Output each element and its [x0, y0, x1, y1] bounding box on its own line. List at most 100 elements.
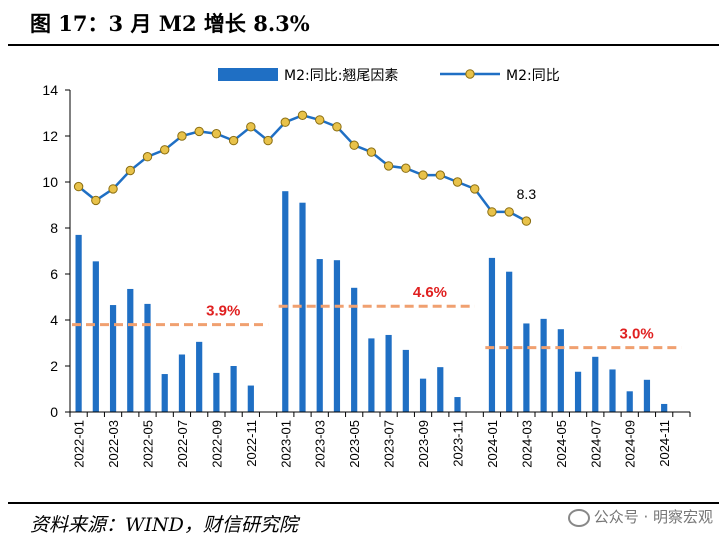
legend-bar-swatch: [218, 68, 278, 81]
line-point: [504, 207, 514, 217]
line-point: [452, 177, 463, 187]
line-point: [160, 145, 170, 155]
bar: [351, 287, 358, 412]
x-tick-label: 2023-09: [416, 420, 431, 468]
x-tick-label: 2024-03: [519, 420, 534, 468]
x-tick-label: 2022-03: [106, 420, 121, 468]
x-tick-label: 2022-01: [72, 420, 87, 468]
y-axis: 0 2 4 6 8 10 12 14: [42, 82, 71, 420]
watermark: 公众号 · 明察宏观: [567, 506, 713, 527]
bar: [299, 202, 306, 412]
y-tick-label: 10: [42, 174, 58, 190]
x-tick-label: 2024-07: [588, 420, 603, 468]
x-tick-label: 2023-07: [382, 420, 397, 468]
x-tick-label: 2024-11: [657, 420, 672, 467]
bar: [282, 191, 289, 412]
line-point: [383, 161, 394, 171]
x-tick-label: 2023-01: [278, 420, 293, 468]
bar: [161, 374, 168, 412]
line-end-label: 8.3: [517, 186, 537, 202]
bar: [557, 329, 564, 412]
bar: [196, 341, 203, 412]
bar: [506, 271, 513, 412]
x-axis: 2022-01 2022-03 2022-05 2022-07 2022-09 2022-…: [69, 411, 691, 468]
y-tick-label: 12: [42, 128, 58, 144]
x-tick-label: 2022-11: [244, 420, 259, 467]
bar: [523, 323, 530, 412]
y-tick-label: 4: [50, 312, 58, 328]
y-tick-label: 14: [42, 82, 58, 98]
bar: [92, 261, 99, 412]
title-rule: [8, 44, 719, 46]
bar: [127, 288, 134, 412]
chart-legend: M2:同比:翘尾因素 M2:同比: [218, 68, 560, 84]
bar-series: [75, 191, 668, 412]
bar: [316, 259, 323, 412]
x-tick-label: 2023-03: [313, 420, 328, 468]
y-tick-label: 2: [50, 358, 58, 374]
bar: [402, 349, 409, 412]
line-point: [418, 170, 428, 180]
bar: [213, 372, 220, 412]
line-point: [280, 117, 290, 127]
bar: [247, 385, 254, 412]
line-point: [435, 170, 445, 180]
watermark-text: 公众号 · 明察宏观: [593, 508, 713, 526]
bar: [609, 369, 616, 412]
bar: [540, 318, 547, 412]
line-point: [91, 195, 101, 206]
line-point: [125, 165, 135, 176]
legend-line-marker: [465, 69, 475, 79]
reference-label: 3.0%: [620, 326, 654, 343]
legend-bar-label: M2:同比:翘尾因素: [284, 68, 398, 84]
x-tick-label: 2022-09: [209, 420, 224, 468]
reference-label: 4.6%: [413, 284, 447, 301]
x-tick-label: 2022-05: [141, 420, 156, 468]
bar: [333, 260, 341, 412]
line-point: [246, 122, 256, 132]
x-tick-label: 2024-01: [485, 420, 500, 468]
chat-icon: [567, 508, 590, 527]
x-tick-label: 2022-07: [175, 420, 190, 468]
bar: [626, 391, 633, 412]
chart: M2:同比:翘尾因素 M2:同比 0 2 4 6 8 10 12 14 3.9% 4.6% 3.0%…: [42, 68, 691, 468]
line-point: [142, 152, 153, 162]
bar: [178, 354, 186, 412]
reference-lines: 3.9% 4.6% 3.0%: [72, 284, 682, 350]
line-point: [194, 126, 204, 137]
line-point: [108, 184, 118, 194]
line-point: [73, 181, 84, 192]
bar: [574, 371, 582, 412]
bar: [437, 367, 444, 412]
line-point: [211, 129, 222, 139]
legend-line-label: M2:同比: [506, 68, 560, 84]
bar: [230, 366, 237, 412]
line-point: [332, 122, 342, 132]
bar: [454, 397, 461, 412]
line-point: [401, 163, 411, 173]
x-tick-label: 2023-11: [451, 420, 466, 467]
line-point: [263, 135, 273, 146]
line-series: 8.3: [73, 110, 537, 226]
bar: [368, 338, 375, 412]
bar: [419, 378, 427, 412]
y-tick-label: 0: [50, 404, 58, 420]
bar: [109, 305, 117, 412]
bar: [385, 334, 392, 412]
line-point: [487, 207, 497, 217]
chart-title: 图 17：3 月 M2 增长 8.3%: [30, 11, 310, 36]
x-tick-label: 2023-05: [347, 420, 362, 468]
bar: [661, 403, 668, 412]
bar: [488, 257, 496, 412]
y-tick-label: 6: [50, 266, 58, 282]
line-point: [228, 135, 239, 146]
line-point: [521, 216, 532, 226]
source-note: 资料来源：WIND，财信研究院: [30, 514, 298, 536]
line-point: [349, 140, 359, 150]
reference-label: 3.9%: [206, 303, 240, 320]
footer-rule: [8, 502, 719, 504]
line-point: [470, 184, 480, 194]
bar: [592, 356, 599, 412]
x-tick-label: 2024-05: [554, 420, 569, 468]
bar: [643, 379, 651, 412]
